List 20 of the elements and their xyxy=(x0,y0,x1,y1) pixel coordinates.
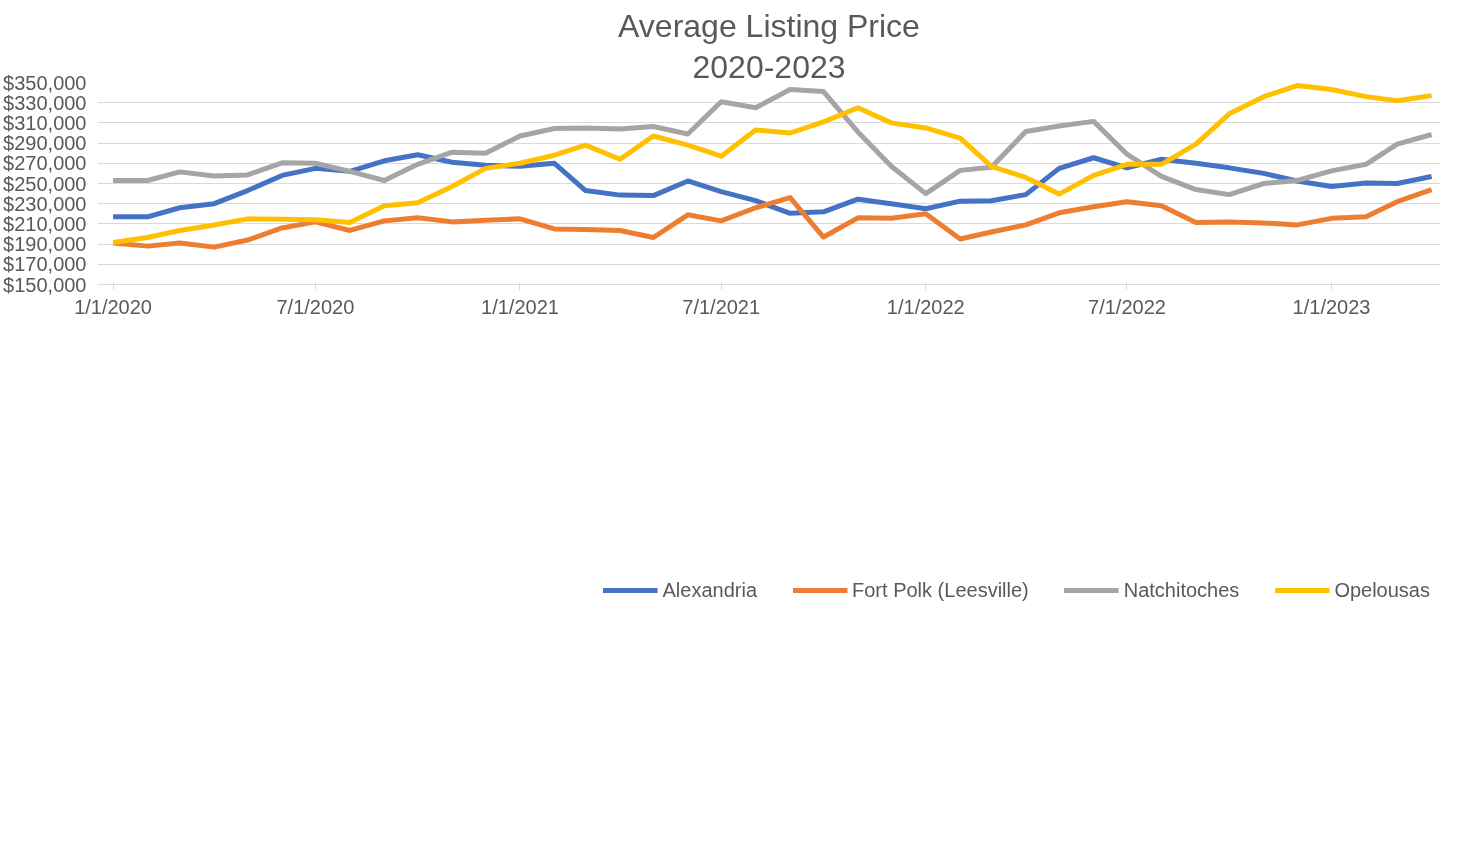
x-tick-label: 7/1/2020 xyxy=(276,295,355,318)
x-tick-label: 1/1/2022 xyxy=(886,295,965,318)
y-tick-label: $270,000 xyxy=(3,152,87,175)
x-tick-label: 7/1/2021 xyxy=(682,295,761,318)
x-tick-label: 1/1/2021 xyxy=(481,295,559,318)
x-tick-label: 7/1/2022 xyxy=(1088,295,1166,318)
x-tick-label: 1/1/2023 xyxy=(1292,295,1371,318)
x-tick-label: 1/1/2020 xyxy=(74,295,152,318)
y-tick-label: $350,000 xyxy=(3,71,87,94)
y-tick-label: $150,000 xyxy=(3,273,87,296)
y-tick-label: $250,000 xyxy=(3,172,87,195)
legend-label: Fort Polk (Leesville) xyxy=(852,578,1029,602)
legend-label: Natchitoches xyxy=(1123,578,1240,602)
legend-label: Opelousas xyxy=(1334,578,1430,602)
y-tick-label: $170,000 xyxy=(3,253,87,276)
chart-title: Average Listing Price xyxy=(618,7,920,44)
chart-subtitle: 2020-2023 xyxy=(692,48,846,85)
legend-label: Alexandria xyxy=(662,578,758,602)
y-tick-label: $290,000 xyxy=(3,132,87,155)
y-tick-label: $190,000 xyxy=(3,233,87,256)
